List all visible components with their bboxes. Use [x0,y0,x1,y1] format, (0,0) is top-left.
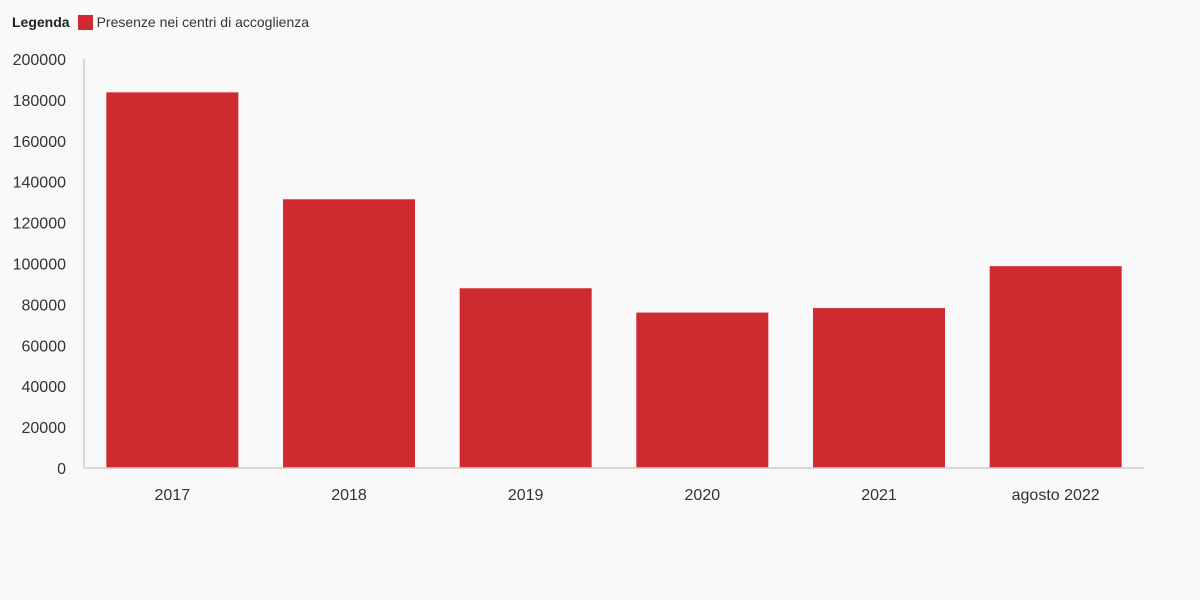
legend-label: Presenze nei centri di accoglienza [96,14,310,30]
bars [106,92,1122,469]
y-tick-label: 160000 [13,134,66,151]
x-tick-label: 2018 [331,487,367,504]
x-tick-label: 2021 [861,487,897,504]
bar [459,288,592,468]
bar [283,199,415,469]
x-tick-label: agosto 2022 [1012,487,1100,504]
y-tick-label: 140000 [13,175,66,192]
y-tick-label: 180000 [13,93,66,110]
y-tick-label: 80000 [22,297,67,314]
y-axis-ticks: 0 20000 40000 60000 80000 100000 120000 140000 1… [13,52,66,478]
x-axis-ticks: 2017 2018 2019 2020 2021 agosto 2022 [155,487,1100,504]
y-tick-label: 0 [57,461,66,478]
x-tick-label: 2020 [685,487,721,504]
legend-title: Legenda [12,14,70,30]
bar [989,266,1122,468]
bar [636,312,769,468]
bar [813,308,945,468]
y-tick-label: 40000 [22,379,67,396]
x-tick-label: 2017 [155,487,191,504]
y-tick-label: 100000 [13,257,66,274]
y-tick-label: 60000 [22,338,67,355]
y-tick-label: 200000 [13,52,66,69]
y-tick-label: 20000 [22,420,67,437]
legend: Legenda Presenze nei centri di accoglien… [12,12,309,32]
y-tick-label: 120000 [13,216,66,233]
legend-swatch [77,14,93,30]
x-tick-label: 2019 [508,487,544,504]
bar [106,92,239,469]
